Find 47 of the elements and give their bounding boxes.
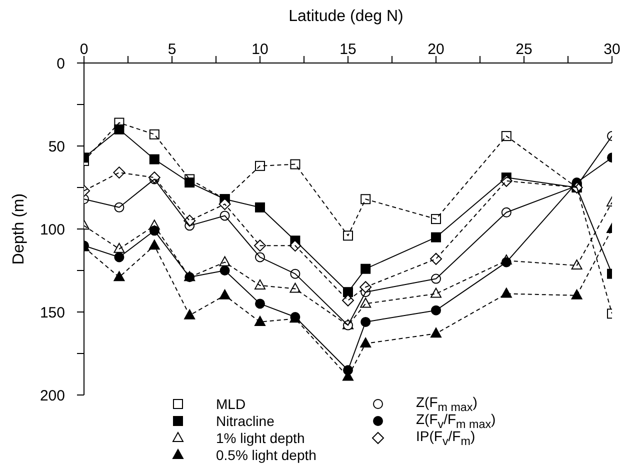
point: [254, 316, 266, 326]
y-tick-label: 0: [56, 55, 65, 72]
point: [254, 240, 266, 252]
x-tick-label: 0: [80, 41, 88, 58]
point: [149, 129, 160, 140]
point: [218, 198, 231, 210]
point: [431, 214, 441, 224]
legend-label: Z(F$_{m max}$): [416, 394, 478, 414]
y-axis-title: Depth (m): [10, 193, 28, 265]
point: [430, 288, 442, 298]
legend-label: Nitracline: [216, 412, 274, 428]
point: [114, 242, 125, 253]
point: [360, 338, 372, 348]
x-tick-label: 30: [604, 41, 620, 58]
y-tick-label: 50: [48, 138, 65, 156]
point: [114, 271, 125, 282]
point: [113, 166, 126, 179]
point: [571, 289, 582, 300]
point: [219, 289, 230, 300]
point: [255, 160, 265, 171]
point: [290, 159, 300, 170]
point: [360, 281, 372, 294]
point: [343, 230, 353, 241]
point: [254, 279, 266, 290]
legend-label: 0.5% light depth: [216, 446, 316, 462]
y-tick-label: 200: [40, 387, 65, 404]
x-tick-label: 10: [252, 41, 268, 58]
point: [360, 194, 371, 204]
x-tick-label: 20: [428, 41, 444, 58]
x-tick-label: 5: [168, 41, 176, 58]
point: [571, 260, 582, 270]
y-tick-label: 100: [40, 221, 65, 238]
x-tick-label: 25: [516, 41, 532, 58]
point: [342, 294, 354, 306]
point: [148, 240, 160, 250]
point: [360, 298, 372, 308]
legend-label: MLD: [216, 396, 246, 412]
legend-label: Z(F$_{v}$/F$_{m max}$): [416, 410, 496, 430]
point: [430, 328, 442, 338]
legend-label: IP(F$_{v}$/F$_{m}$): [416, 428, 476, 448]
point: [501, 131, 512, 142]
point: [430, 252, 442, 265]
x-axis-title: Latitude (deg N): [288, 8, 404, 27]
y-tick-label: 150: [40, 304, 65, 322]
legend-label: 1% light depth: [216, 430, 305, 446]
x-tick-label: 15: [340, 41, 356, 58]
point: [184, 309, 196, 320]
